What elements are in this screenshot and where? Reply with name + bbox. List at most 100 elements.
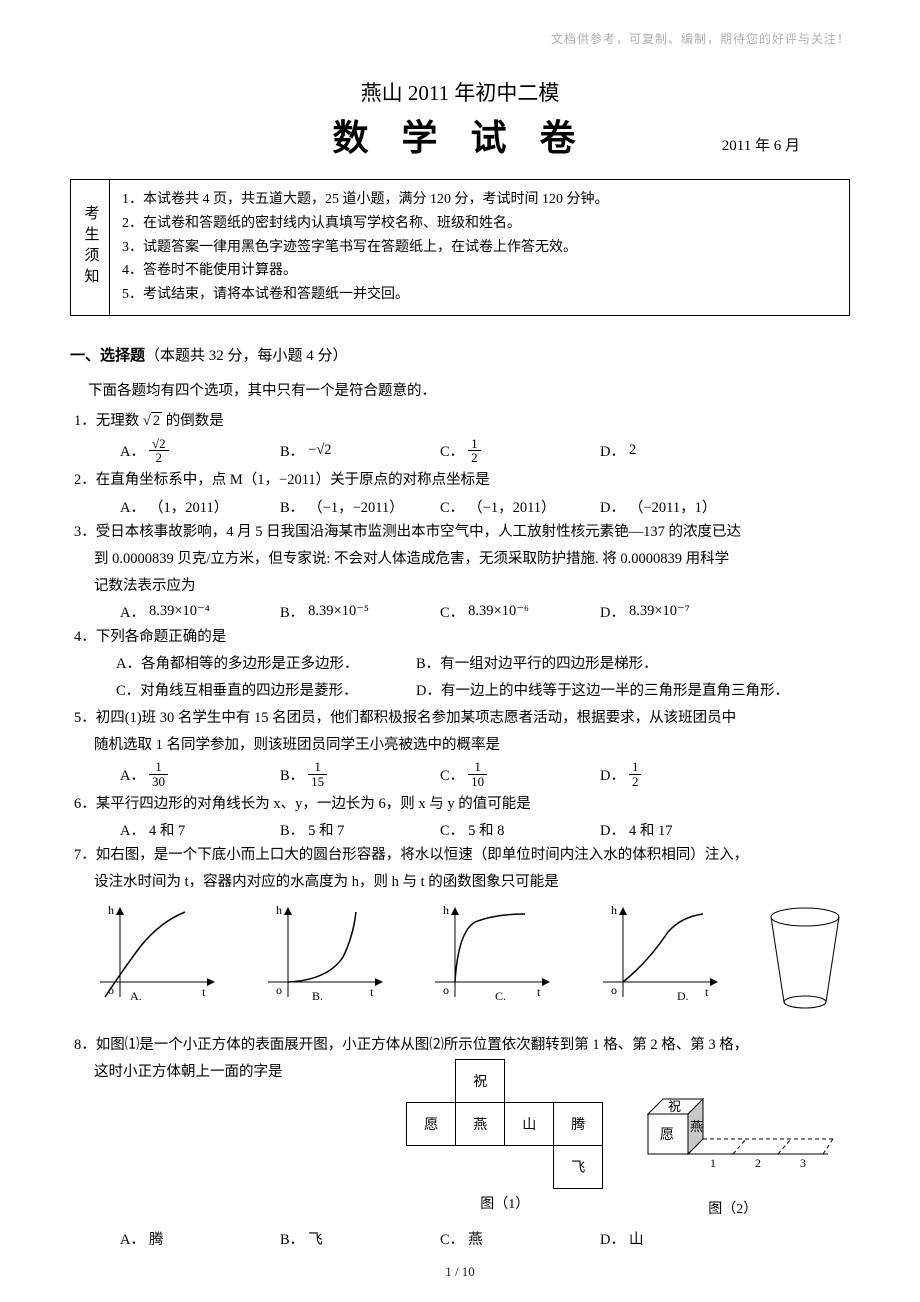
svg-text:愿: 愿 bbox=[660, 1128, 674, 1143]
q3-opt-b: B．8.39×10⁻⁵ bbox=[280, 601, 440, 622]
notice-item: 1．本试卷共 4 页，共五道大题，25 道小题，满分 120 分，考试时间 12… bbox=[122, 188, 837, 212]
q1-opt-d: D．2 bbox=[600, 440, 760, 461]
fig1-net: 祝 愿燕山腾 飞 bbox=[406, 1059, 603, 1189]
q3-l1: 3．受日本核事故影响，4 月 5 日我国沿海某市监测出本市空气中，人工放射性核元… bbox=[74, 519, 850, 546]
svg-text:h: h bbox=[611, 903, 617, 917]
svg-text:o: o bbox=[276, 983, 282, 997]
notice-box: 1．本试卷共 4 页，共五道大题，25 道小题，满分 120 分，考试时间 12… bbox=[109, 179, 850, 316]
q3-opt-a: A．8.39×10⁻⁴ bbox=[120, 601, 280, 622]
svg-text:C.: C. bbox=[495, 989, 506, 1003]
notice-item: 2．在试卷和答题纸的密封线内认真填写学校名称、班级和姓名。 bbox=[122, 212, 837, 236]
q7-graph-b: h o t B. bbox=[258, 902, 388, 1012]
notice-row: 考生须知 1．本试卷共 4 页，共五道大题，25 道小题，满分 120 分，考试… bbox=[70, 179, 850, 316]
q6-opt-b: B．5 和 7 bbox=[280, 819, 440, 840]
label-a: A． bbox=[120, 440, 145, 461]
notice-label-text: 考生须知 bbox=[80, 205, 101, 289]
q5-l1: 5．初四(1)班 30 名学生中有 15 名团员，他们都积极报名参加某项志愿者活… bbox=[74, 705, 850, 732]
title-line1: 燕山 2011 年初中二模 bbox=[70, 77, 850, 107]
fraction-icon: 110 bbox=[468, 760, 487, 788]
fig2-caption: 图（2） bbox=[628, 1198, 838, 1218]
section-1-title: 一、选择题（本题共 32 分，每小题 4 分） bbox=[70, 344, 850, 365]
fraction-icon: 130 bbox=[149, 760, 168, 788]
fig2-block: 愿 祝 燕 1 2 3 图（2） bbox=[628, 1059, 838, 1218]
svg-text:B.: B. bbox=[312, 989, 323, 1003]
net-cell: 腾 bbox=[554, 1102, 603, 1145]
notice-item: 5．考试结束，请将本试卷和答题纸一并交回。 bbox=[122, 283, 837, 307]
svg-text:2: 2 bbox=[755, 1156, 761, 1170]
svg-text:o: o bbox=[443, 983, 449, 997]
q1-opt-a: A． √22 bbox=[120, 437, 280, 465]
label-b: B． bbox=[280, 440, 304, 461]
fraction-icon: 12 bbox=[468, 437, 481, 465]
notice-label: 考生须知 bbox=[70, 179, 109, 316]
q4-row1: A．各角都相等的多边形是正多边形． B．有一组对边平行的四边形是梯形． bbox=[116, 651, 850, 678]
label-d: D． bbox=[600, 440, 625, 461]
q5-opt-b: B．115 bbox=[280, 760, 440, 788]
svg-text:o: o bbox=[108, 983, 114, 997]
net-cell: 燕 bbox=[456, 1102, 505, 1145]
q8-opt-d: D．山 bbox=[600, 1228, 760, 1249]
q5-opt-a: A．130 bbox=[120, 760, 280, 788]
q4-opt-a: A．各角都相等的多边形是正多边形． bbox=[116, 651, 416, 678]
net-cell: 愿 bbox=[407, 1102, 456, 1145]
fig1-block: 祝 愿燕山腾 飞 图（1） bbox=[406, 1059, 603, 1218]
q6-stem: 6．某平行四边形的对角线长为 x、y，一边长为 6，则 x 与 y 的值可能是 bbox=[74, 791, 850, 818]
q7-l2: 设注水时间为 t，容器内对应的水高度为 h，则 h 与 t 的函数图象只可能是 bbox=[94, 869, 850, 896]
q1-stem: 1．无理数 2 的倒数是 bbox=[74, 408, 850, 435]
q8-stem: 8．如图⑴是一个小正方体的表面展开图，小正方体从图⑵所示位置依次翻转到第 1 格… bbox=[74, 1032, 850, 1059]
q2-opt-c: C．（−1，2011） bbox=[440, 496, 600, 517]
svg-text:燕: 燕 bbox=[690, 1119, 703, 1134]
q1-options: A． √22 B．−√2 C． 12 D．2 bbox=[120, 437, 850, 465]
q7-graph-d: h o t D. bbox=[593, 902, 723, 1012]
q6-options: A．4 和 7 B．5 和 7 C．5 和 8 D．4 和 17 bbox=[120, 819, 850, 840]
q2-opt-a: A．（1，2011） bbox=[120, 496, 280, 517]
q1-stem-pre: 1．无理数 bbox=[74, 413, 143, 429]
q4-opt-b: B．有一组对边平行的四边形是梯形． bbox=[416, 651, 658, 678]
q3-opt-c: C．8.39×10⁻⁶ bbox=[440, 601, 600, 622]
q6-opt-c: C．5 和 8 bbox=[440, 819, 600, 840]
fig1-caption: 图（1） bbox=[406, 1193, 603, 1213]
notice-item: 3．试题答案一律用黑色字迹签字笔书写在答题纸上，在试卷上作答无效。 bbox=[122, 236, 837, 260]
fraction-icon: 12 bbox=[629, 760, 642, 788]
q7-graph-c: h o t C. bbox=[425, 902, 555, 1012]
svg-text:1: 1 bbox=[710, 1156, 716, 1170]
q1-opt-c: C． 12 bbox=[440, 437, 600, 465]
page-footer: 1 / 10 bbox=[0, 1264, 920, 1280]
svg-text:o: o bbox=[611, 983, 617, 997]
svg-text:t: t bbox=[202, 985, 206, 999]
q8-opt-a: A．腾 bbox=[120, 1228, 280, 1249]
section-1-title-bold: 一、选择题 bbox=[70, 348, 145, 364]
page: 文档供参考，可复制、编制，期待您的好评与关注！ 燕山 2011 年初中二模 数 … bbox=[0, 0, 920, 1302]
q3-l3: 记数法表示应为 bbox=[94, 573, 850, 600]
net-cell: 飞 bbox=[554, 1145, 603, 1188]
sqrt-icon: 2 bbox=[143, 408, 162, 435]
q8-options: A．腾 B．飞 C．燕 D．山 bbox=[120, 1228, 850, 1249]
q2-opt-d: D．（−2011，1） bbox=[600, 496, 760, 517]
svg-text:h: h bbox=[276, 903, 282, 917]
q4-row2: C．对角线互相垂直的四边形是菱形． D．有一边上的中线等于这边一半的三角形是直角… bbox=[116, 678, 850, 705]
q8-opt-b: B．飞 bbox=[280, 1228, 440, 1249]
q4-opt-d: D．有一边上的中线等于这边一半的三角形是直角三角形． bbox=[416, 678, 789, 705]
svg-text:t: t bbox=[370, 985, 374, 999]
section-1-intro: 下面各题均有四个选项，其中只有一个是符合题意的． bbox=[88, 379, 850, 400]
fraction-icon: 115 bbox=[308, 760, 327, 788]
q6-opt-a: A．4 和 7 bbox=[120, 819, 280, 840]
net-cell: 山 bbox=[505, 1102, 554, 1145]
q3-options: A．8.39×10⁻⁴ B．8.39×10⁻⁵ C．8.39×10⁻⁶ D．8.… bbox=[120, 601, 850, 622]
svg-text:3: 3 bbox=[800, 1156, 806, 1170]
header-note: 文档供参考，可复制、编制，期待您的好评与关注！ bbox=[70, 30, 850, 47]
q2-opt-b: B．（−1，−2011） bbox=[280, 496, 440, 517]
q3-opt-d: D．8.39×10⁻⁷ bbox=[600, 601, 760, 622]
svg-text:t: t bbox=[537, 985, 541, 999]
q4-stem: 4．下列各命题正确的是 bbox=[74, 624, 850, 651]
net-cell: 祝 bbox=[456, 1059, 505, 1102]
title-block: 燕山 2011 年初中二模 数 学 试 卷 2011 年 6 月 bbox=[70, 77, 850, 161]
q5-l2: 随机选取 1 名同学参加，则该班团员同学王小亮被选中的概率是 bbox=[94, 732, 850, 759]
q5-options: A．130 B．115 C．110 D．12 bbox=[120, 760, 850, 788]
q2-stem: 2．在直角坐标系中，点 M（1，−2011）关于原点的对称点坐标是 bbox=[74, 467, 850, 494]
label-c: C． bbox=[440, 440, 464, 461]
q5-opt-c: C．110 bbox=[440, 760, 600, 788]
fraction-icon: √22 bbox=[149, 437, 169, 465]
cube-grid-icon: 愿 祝 燕 1 2 3 bbox=[628, 1059, 838, 1189]
svg-text:祝: 祝 bbox=[668, 1099, 681, 1114]
